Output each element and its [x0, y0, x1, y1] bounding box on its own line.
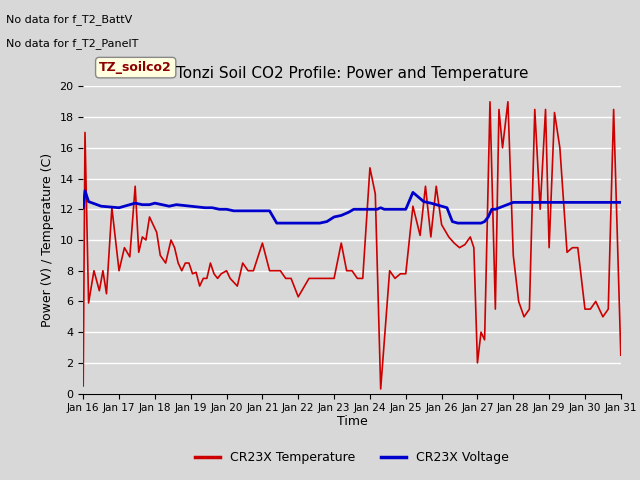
Title: Tonzi Soil CO2 Profile: Power and Temperature: Tonzi Soil CO2 Profile: Power and Temper… — [176, 66, 528, 81]
Legend: CR23X Temperature, CR23X Voltage: CR23X Temperature, CR23X Voltage — [191, 446, 513, 469]
Y-axis label: Power (V) / Temperature (C): Power (V) / Temperature (C) — [41, 153, 54, 327]
Text: No data for f_T2_BattV: No data for f_T2_BattV — [6, 14, 132, 25]
Text: No data for f_T2_PanelT: No data for f_T2_PanelT — [6, 38, 139, 49]
Text: TZ_soilco2: TZ_soilco2 — [99, 61, 172, 74]
X-axis label: Time: Time — [337, 415, 367, 428]
